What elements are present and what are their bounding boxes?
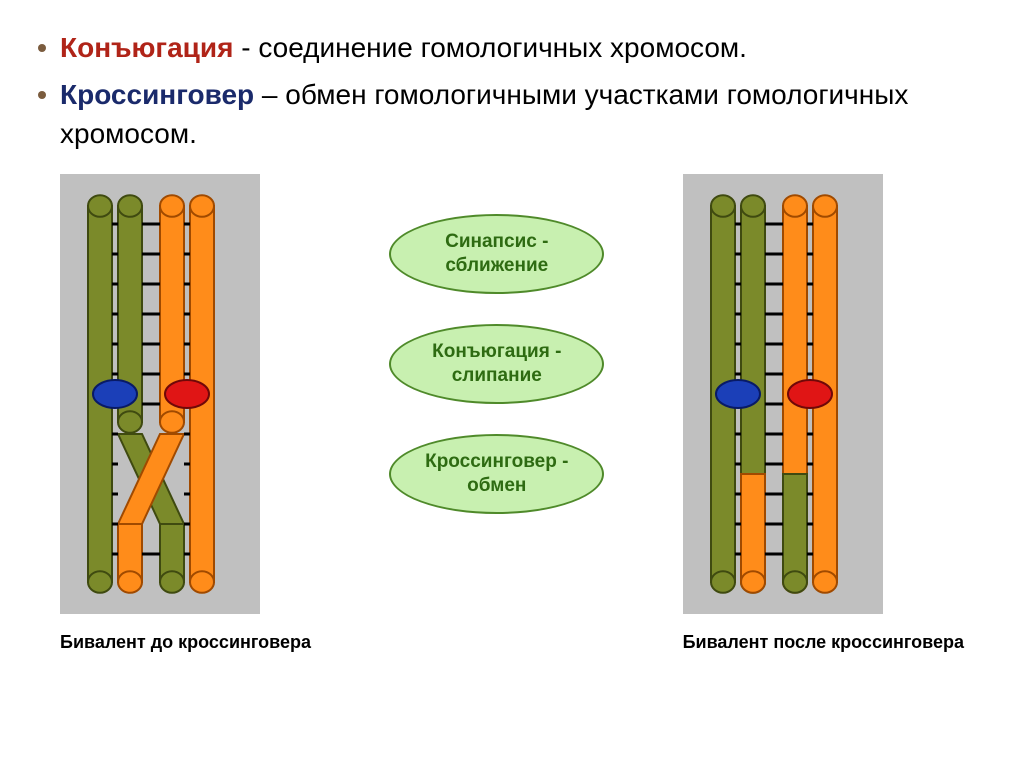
bivalent-after-panel [683,174,883,614]
definitions-list: Конъюгация - соединение гомологичных хро… [30,28,994,154]
left-caption: Бивалент до кроссинговера [60,632,311,653]
diagram-area: Бивалент до кроссинговера Синапсис - сбл… [30,174,994,653]
term-1: Конъюгация [60,32,233,63]
pill-synapsis: Синапсис - сближение [389,214,604,294]
bullet-icon [38,44,46,52]
bivalent-before-panel [60,174,260,614]
pill-conjugation: Конъюгация - слипание [389,324,604,404]
center-labels: Синапсис - сближение Конъюгация - слипан… [389,214,604,514]
left-panel-column: Бивалент до кроссинговера [60,174,311,653]
definition-text: Кроссинговер – обмен гомологичными участ… [60,75,994,153]
definition-row: Конъюгация - соединение гомологичных хро… [30,28,994,67]
pill-crossover: Кроссинговер - обмен [389,434,604,514]
definition-row: Кроссинговер – обмен гомологичными участ… [30,75,994,153]
right-caption: Бивалент после кроссинговера [683,632,964,653]
term-2: Кроссинговер [60,79,254,110]
definition-text: Конъюгация - соединение гомологичных хро… [60,28,747,67]
right-panel-column: Бивалент после кроссинговера [683,174,964,653]
bullet-icon [38,91,46,99]
